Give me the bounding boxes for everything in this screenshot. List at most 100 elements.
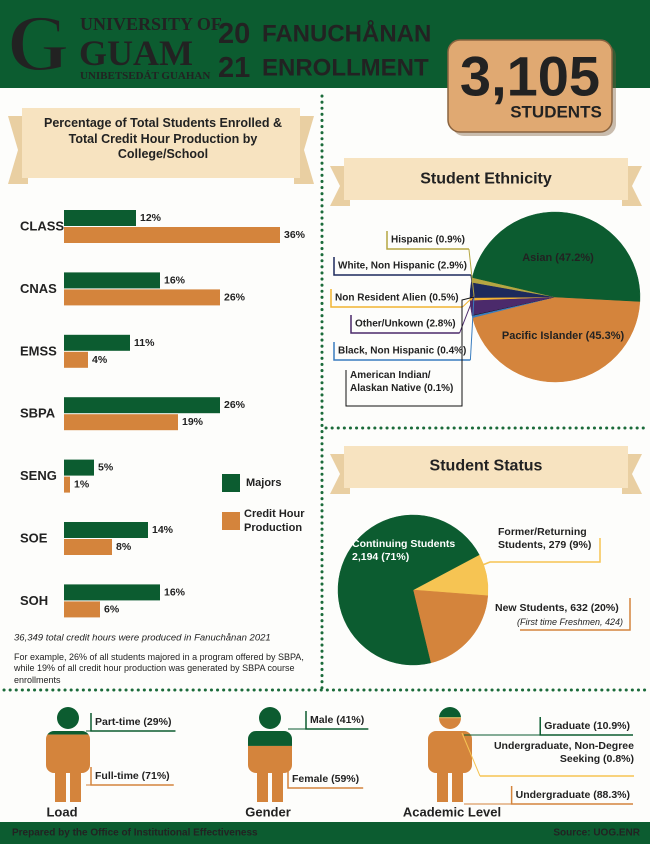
bar <box>64 414 178 431</box>
category-label: SOH <box>20 593 48 608</box>
bar-value-label: 12% <box>140 212 162 224</box>
leader-line <box>469 295 475 361</box>
chart-title: Student Ethnicity <box>420 171 552 188</box>
icon-label: Undergraduate, Non-Degree Seeking (0.8%) <box>493 740 634 766</box>
bar-value-label: 26% <box>224 399 246 411</box>
banner <box>22 108 300 178</box>
pie-label-box: Continuing Students 2,194 (71%) <box>352 538 456 564</box>
label-bracket <box>520 598 631 631</box>
pie-label: Black, Non Hispanic (0.4%) <box>338 346 466 357</box>
pie-label: American Indian/ Alaskan Native (0.1%) <box>350 370 454 394</box>
category-label: SBPA <box>20 406 56 421</box>
bar-value-label: 16% <box>164 274 186 286</box>
pie-label: Non Resident Alien (0.5%) <box>335 293 459 304</box>
footer-bar <box>0 822 650 844</box>
label-bracket <box>333 257 471 276</box>
icon-label-box: Undergraduate, Non-Degree Seeking (0.8%) <box>493 740 634 766</box>
legend-label: Credit Hour Production <box>244 508 305 534</box>
bar <box>64 584 160 601</box>
total-unit: STUDENTS <box>510 103 602 122</box>
total-box <box>447 39 613 133</box>
pie-label: Asian (47.2%) <box>522 252 594 264</box>
chart-title: Load <box>46 805 77 820</box>
pie-annotation: (First time Freshmen, 424) <box>517 617 623 627</box>
bar-value-label: 1% <box>74 479 90 491</box>
icon-label: Full-time (71%) <box>95 770 170 782</box>
note: 36,349 total credit hours were produced … <box>14 633 271 644</box>
bar <box>64 289 220 306</box>
bar <box>64 351 88 368</box>
icon-segment <box>428 717 472 719</box>
pie-label: Hispanic (0.9%) <box>391 235 465 246</box>
subtitle: UNIBETSEDÁT GUAHAN <box>80 70 210 82</box>
year: 21 <box>218 52 250 84</box>
pie-label: New Students, 632 (20%) <box>495 602 619 614</box>
dividers <box>2 94 650 692</box>
icon-segment <box>428 707 472 718</box>
bar-value-label: 5% <box>98 462 114 474</box>
banner <box>344 158 628 200</box>
bar-value-label: 16% <box>164 586 186 598</box>
note-box: For example, 26% of all students majored… <box>14 652 304 684</box>
legend-swatch <box>222 512 240 530</box>
chart-title-box: Percentage of Total Students Enrolled & … <box>44 116 282 162</box>
bar <box>64 476 70 493</box>
title: ENROLLMENT <box>262 55 429 82</box>
pie-slice <box>337 514 480 666</box>
bar <box>64 272 160 289</box>
bar <box>64 459 94 476</box>
guam: GUAM <box>79 33 193 73</box>
icon-label: Male (41%) <box>310 714 364 726</box>
bar-value-label: 26% <box>224 291 246 303</box>
pie-slice <box>412 589 489 664</box>
leader-line <box>468 248 475 297</box>
pie-slice <box>472 296 641 383</box>
bar <box>64 227 280 243</box>
pie-label: Former/Returning Students, 279 (9%) <box>498 526 592 552</box>
label-bracket <box>350 315 460 334</box>
category-label: CLASS <box>20 219 64 234</box>
footer-right: Source: UOG.ENR <box>553 828 640 839</box>
year: 20 <box>218 18 250 50</box>
icon-label: Graduate (10.9%) <box>544 720 630 732</box>
title: FANUCHÅNAN <box>262 20 431 48</box>
category-label: SOE <box>20 531 48 546</box>
bar-value-label: 6% <box>104 603 120 615</box>
category-label: EMSS <box>20 343 57 358</box>
chart-title: Student Status <box>430 458 543 475</box>
pie-label: Continuing Students 2,194 (71%) <box>352 538 456 564</box>
bar <box>64 601 100 618</box>
label-bracket <box>345 296 475 407</box>
logo: G <box>7 0 69 88</box>
chart-title: Academic Level <box>403 805 501 820</box>
bar <box>64 397 220 414</box>
bar <box>64 522 148 538</box>
chart-title: Gender <box>245 805 291 820</box>
label-bracket <box>333 342 471 361</box>
legend-label: Majors <box>246 477 281 489</box>
chart-title: Percentage of Total Students Enrolled & … <box>44 116 282 162</box>
bar-value-label: 19% <box>182 416 204 428</box>
icon-label: Undergraduate (88.3%) <box>516 789 630 801</box>
legend-label-box: Credit Hour Production <box>244 508 305 534</box>
pie-label-box: Former/Returning Students, 279 (9%) <box>498 526 592 552</box>
pie-label: White, Non Hispanic (2.9%) <box>338 261 467 272</box>
banner <box>344 446 628 488</box>
leader-line <box>461 732 481 777</box>
label-bracket <box>330 289 463 308</box>
icon-label: Part-time (29%) <box>95 716 171 728</box>
category-label: SENG <box>20 468 57 483</box>
bar <box>64 334 130 351</box>
bar-value-label: 11% <box>134 337 155 349</box>
bar <box>64 539 112 555</box>
legend-swatch <box>222 474 240 492</box>
label-bracket <box>479 538 601 567</box>
note: For example, 26% of all students majored… <box>14 652 304 684</box>
footer-left: Prepared by the Office of Institutional … <box>12 828 258 839</box>
total: 3,105 <box>460 45 600 108</box>
label-bracket <box>386 231 469 250</box>
bar <box>64 210 136 226</box>
pie-slice <box>471 211 641 302</box>
bar-value-label: 8% <box>116 541 132 553</box>
